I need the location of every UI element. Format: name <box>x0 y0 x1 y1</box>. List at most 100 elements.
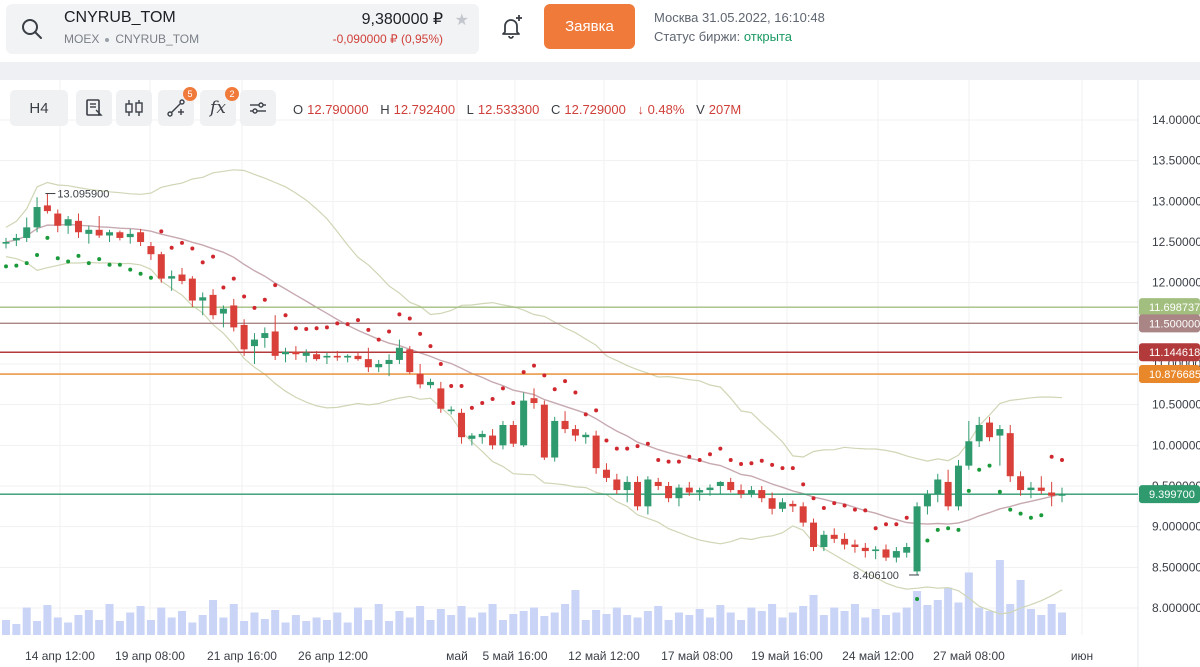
candle-body <box>582 434 590 438</box>
candle-body <box>737 490 745 495</box>
candle-body <box>975 425 983 442</box>
candle-body <box>778 502 786 509</box>
volume-bar <box>778 617 787 635</box>
candle-body <box>520 400 528 446</box>
drawing-tools-icon[interactable]: 5 <box>158 87 197 126</box>
volume-bar <box>602 614 611 635</box>
x-tick-label: 26 апр 12:00 <box>298 649 368 663</box>
lower-band-line <box>5 256 1063 615</box>
y-tick-label: 10.000000 <box>1152 438 1200 452</box>
volume-bar <box>861 617 870 635</box>
exchange-name: MOEX <box>64 32 100 46</box>
sar-dot <box>625 446 630 451</box>
favorite-star-icon[interactable]: ★ <box>454 12 469 29</box>
candle-body <box>509 425 517 444</box>
sar-dot <box>159 229 164 234</box>
candle-body <box>12 237 20 241</box>
volume-bar <box>209 600 218 635</box>
sar-dot <box>200 260 205 265</box>
candle-body <box>789 503 797 507</box>
sar-dot <box>842 503 847 508</box>
sar-dot <box>283 313 288 318</box>
candle-body <box>478 433 486 438</box>
candle-body <box>1027 487 1035 491</box>
volume-value: 207M <box>708 102 742 117</box>
volume-bar <box>985 611 994 635</box>
volume-bar <box>302 621 311 635</box>
volume-bar <box>757 611 766 635</box>
search-icon[interactable] <box>20 17 44 41</box>
volume-bar <box>654 606 663 635</box>
x-tick-label: май <box>446 649 468 663</box>
sar-dot <box>345 322 350 327</box>
candle-type-icon[interactable] <box>116 90 152 126</box>
volume-bar <box>592 610 601 635</box>
sar-dot <box>852 507 857 512</box>
volume-bar <box>706 617 714 635</box>
exchange-status-label: Статус биржи: <box>654 29 741 44</box>
volume-bar <box>882 615 890 635</box>
timeframe-button[interactable]: H4 <box>10 90 68 126</box>
sar-dot <box>1008 507 1013 512</box>
candle-body <box>965 441 973 466</box>
candle-body <box>54 213 62 226</box>
top-bar: CNYRUB_TOM MOEX CNYRUB_TOM 9,380000 ₽ -0,… <box>0 0 1200 62</box>
volume-bar <box>530 607 538 635</box>
candle-body <box>1058 494 1066 496</box>
price-chart[interactable]: 13.095900 8.406100 14.000000 13.500000 13.00… <box>0 80 1200 667</box>
volume-bar <box>581 620 590 635</box>
sar-dot <box>904 515 909 520</box>
candle-body <box>85 229 93 234</box>
volume-bar <box>964 572 973 635</box>
candle-body <box>157 254 165 279</box>
volume-bar <box>374 604 383 635</box>
upper-band-line <box>5 169 1063 462</box>
candle-body <box>147 246 155 255</box>
y-tick-label: 8.500000 <box>1152 560 1200 574</box>
sar-dot <box>645 441 650 446</box>
volume-bar <box>975 607 984 635</box>
low-annotation-label: 8.406100 <box>853 570 899 582</box>
sliders-icon[interactable] <box>240 90 276 126</box>
volume-bar <box>1037 615 1046 635</box>
order-button[interactable]: Заявка <box>544 4 635 49</box>
volume-bar <box>819 615 828 635</box>
volume-bar <box>550 612 559 635</box>
volume-bar <box>509 614 518 635</box>
volume-bar <box>22 607 31 635</box>
volume-bar <box>716 605 725 635</box>
ticker-name: CNYRUB_TOM <box>64 9 176 26</box>
low-label: L <box>466 102 474 117</box>
candle-body <box>851 544 859 547</box>
alert-bell-icon[interactable] <box>498 14 524 40</box>
candle-body <box>499 425 507 446</box>
sar-dot <box>977 467 982 472</box>
volume-bar <box>53 617 62 635</box>
volume-bar <box>612 607 621 635</box>
volume-bar <box>240 621 249 635</box>
sar-dot <box>407 316 412 321</box>
candle-body <box>820 534 828 547</box>
volume-bar <box>1047 604 1056 635</box>
candle-body <box>810 522 818 547</box>
volume-bar <box>871 609 880 635</box>
candle-body <box>437 388 445 409</box>
candle-body <box>2 242 10 244</box>
sar-dot <box>24 261 29 266</box>
volume-bar <box>322 620 331 635</box>
volume-bar <box>364 620 373 635</box>
y-tick-label: 12.500000 <box>1152 235 1200 249</box>
candle-body <box>219 308 227 314</box>
candle-body <box>613 479 621 491</box>
volume-bar <box>540 616 549 635</box>
chart-settings-icon[interactable] <box>76 90 112 126</box>
sar-dot <box>356 318 360 323</box>
indicators-icon[interactable]: fx 2 <box>200 87 239 126</box>
candle-body <box>395 347 403 360</box>
candle-body <box>551 420 559 458</box>
candle-body <box>168 276 176 279</box>
close-value: 12.729000 <box>564 102 626 117</box>
candle-body <box>333 355 341 358</box>
instrument-selector[interactable]: CNYRUB_TOM MOEX CNYRUB_TOM 9,380000 ₽ -0,… <box>6 4 479 54</box>
volume-bar <box>219 617 228 635</box>
